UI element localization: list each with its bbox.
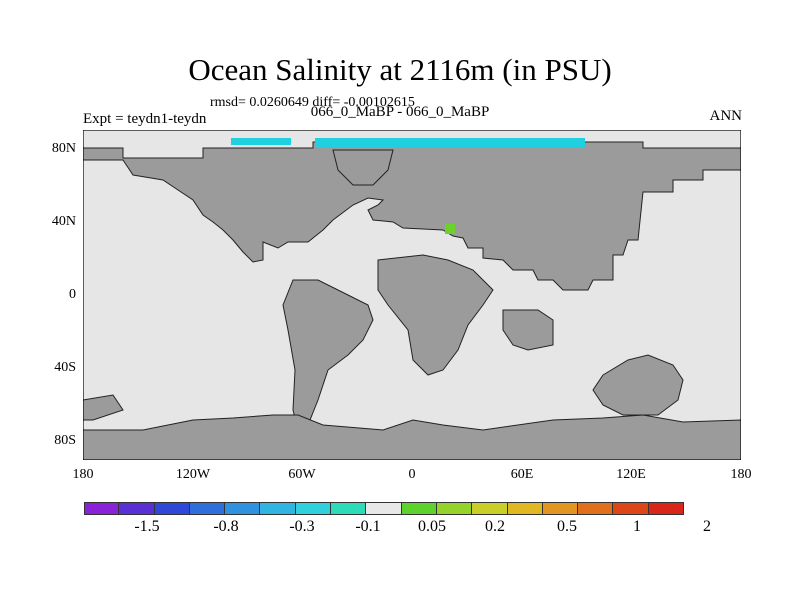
y-tick-80s: 80S xyxy=(54,433,76,448)
x-tick-60w: 60W xyxy=(288,467,316,482)
cyan-anomaly-arctic xyxy=(315,138,585,147)
x-tick-180w: 180 xyxy=(72,467,94,482)
colorbar-swatch xyxy=(613,502,649,515)
y-tick-40s: 40S xyxy=(54,360,76,375)
north-america-eurasia-landmass xyxy=(83,141,741,291)
x-tick-0: 0 xyxy=(408,467,416,482)
salinity-map xyxy=(83,130,741,460)
y-tick-80n: 80N xyxy=(51,141,76,156)
colorbar-swatch xyxy=(331,502,367,515)
colorbar-label-3: -0.3 xyxy=(289,518,315,535)
colorbar-swatch xyxy=(225,502,261,515)
colorbar-label-2: -0.8 xyxy=(213,518,239,535)
land-layer xyxy=(83,141,741,460)
cyan-anomaly-west xyxy=(231,138,291,145)
colorbar-swatch xyxy=(578,502,614,515)
colorbar-swatch xyxy=(189,502,226,515)
colorbar-swatch xyxy=(366,502,402,515)
y-tick-40n: 40N xyxy=(51,214,76,229)
colorbar-label-9: 2 xyxy=(703,518,711,535)
colorbar-swatch xyxy=(401,502,437,515)
colorbar-swatch xyxy=(295,502,332,515)
experiment-label: Expt = teydn1-teydn xyxy=(83,111,207,127)
x-tick-120w: 120W xyxy=(175,467,211,482)
case-label: 066_0_MaBP - 066_0_MaBP xyxy=(310,104,490,120)
colorbar-swatch xyxy=(154,502,190,515)
southern-island-landmass xyxy=(83,394,124,421)
antarctica-landmass xyxy=(83,414,741,460)
colorbar xyxy=(84,502,685,515)
colorbar-label-1: -1.5 xyxy=(134,518,160,535)
india-landmass xyxy=(502,309,554,351)
colorbar-label-4: -0.1 xyxy=(355,518,381,535)
colorbar-swatch xyxy=(84,502,120,515)
colorbar-swatch xyxy=(542,502,579,515)
map-title: Ocean Salinity at 2116m (in PSU) xyxy=(188,52,612,87)
africa-landmass xyxy=(377,254,494,376)
colorbar-label-8: 1 xyxy=(633,518,641,535)
colorbar-label-5: 0.05 xyxy=(418,518,446,535)
y-tick-0: 0 xyxy=(69,287,76,302)
x-tick-180e: 180 xyxy=(730,467,752,482)
stats-label: rmsd= 0.0260649 diff= -0.00102615 xyxy=(210,95,415,110)
colorbar-swatch xyxy=(648,502,685,515)
colorbar-swatch xyxy=(507,502,543,515)
greenland-landmass xyxy=(332,149,394,186)
colorbar-label-7: 0.5 xyxy=(557,518,577,535)
australia-landmass xyxy=(592,354,684,416)
green-anomaly-mediterranean xyxy=(445,224,455,234)
colorbar-swatch xyxy=(119,502,155,515)
colorbar-label-6: 0.2 xyxy=(485,518,505,535)
colorbar-swatch xyxy=(472,502,508,515)
x-tick-120e: 120E xyxy=(616,467,646,482)
season-label: ANN xyxy=(709,108,743,124)
x-tick-60e: 60E xyxy=(510,467,534,482)
colorbar-swatch xyxy=(260,502,296,515)
colorbar-swatch xyxy=(436,502,473,515)
anomaly-layer xyxy=(231,138,585,234)
south-america-landmass xyxy=(282,279,374,431)
